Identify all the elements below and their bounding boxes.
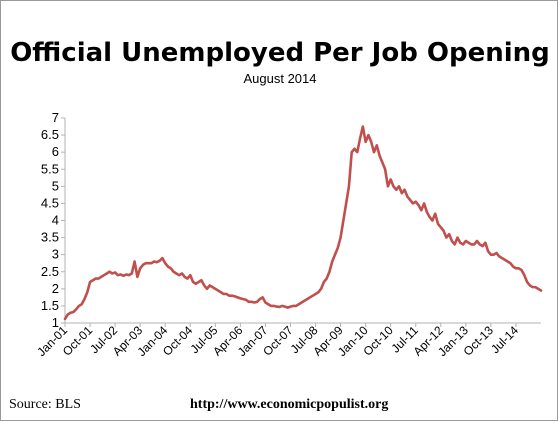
y-tick-label: 4.5 (41, 195, 59, 210)
y-axis: 1 1.5 2 2.5 3 3.5 4 4.5 5 5.5 6 6.5 7 (41, 110, 66, 330)
x-tick-label: Jul-14 (488, 323, 521, 356)
y-tick-label: 3.5 (41, 230, 59, 245)
y-tick-label: 6 (52, 144, 59, 159)
series-line (63, 125, 543, 321)
y-tick-label: 1 (52, 315, 59, 330)
website-url: http://www.economicpopulist.org (190, 397, 388, 412)
x-axis: Jan-01Oct-01Jul-02Apr-03Jan-04Oct-04Jul-… (34, 322, 541, 359)
y-tick-label: 5 (52, 178, 59, 193)
y-tick-label: 2 (52, 281, 59, 296)
source-note: Source: BLS (9, 397, 81, 412)
chart-title: Official Unemployed Per Job Opening (10, 38, 550, 68)
y-tick-label: 3 (52, 247, 59, 262)
y-tick-label: 1.5 (41, 298, 59, 313)
y-tick-label: 6.5 (41, 127, 59, 142)
y-tick-label: 4 (52, 213, 59, 228)
y-tick-label: 5.5 (41, 161, 59, 176)
y-tick-label: 7 (52, 110, 59, 125)
chart-subtitle: August 2014 (243, 71, 316, 86)
y-tick-label: 2.5 (41, 264, 59, 279)
series-group (63, 125, 543, 321)
